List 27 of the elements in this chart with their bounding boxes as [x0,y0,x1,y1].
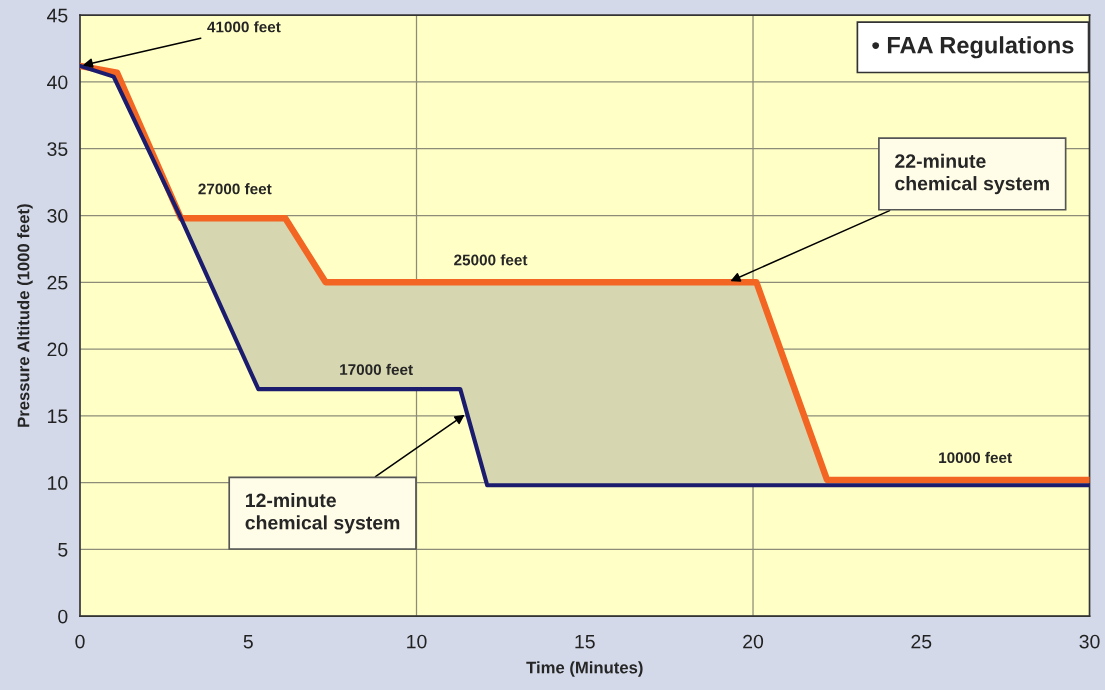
annotation: 17000 feet [340,363,413,375]
x-tick-label: 10 [407,634,427,649]
annotation: 27000 feet [198,183,272,195]
annotation: 12-minute chemical system [245,492,400,534]
x-tick-label: 20 [743,634,764,649]
annotation: 25000 feet [454,254,528,266]
y-axis-title: Pressure Altitude (1000 feet) [17,204,33,427]
annotation: 10000 feet [939,451,1012,464]
y-tick-label: 25 [47,275,68,290]
x-tick-label: 0 [75,634,85,649]
annotation: 41000 feet [207,21,281,33]
x-tick-label: 5 [243,634,253,649]
y-tick-label: 15 [48,409,68,424]
annotation: • FAA Regulations [872,36,1074,59]
y-tick-label: 45 [47,8,68,23]
x-tick-label: 15 [575,634,595,649]
annotation: 22-minute chemical system [895,153,1049,195]
y-tick-label: 20 [47,342,68,357]
y-tick-label: 10 [48,476,68,490]
y-tick-label: 40 [47,75,68,90]
y-tick-label: 30 [47,208,68,223]
y-tick-label: 5 [58,543,68,557]
x-tick-label: 25 [911,634,932,649]
x-axis-title: Time (Minutes) [526,661,643,677]
y-tick-label: 0 [58,609,68,624]
y-tick-label: 35 [47,142,68,156]
x-tick-label: 30 [1079,634,1100,649]
